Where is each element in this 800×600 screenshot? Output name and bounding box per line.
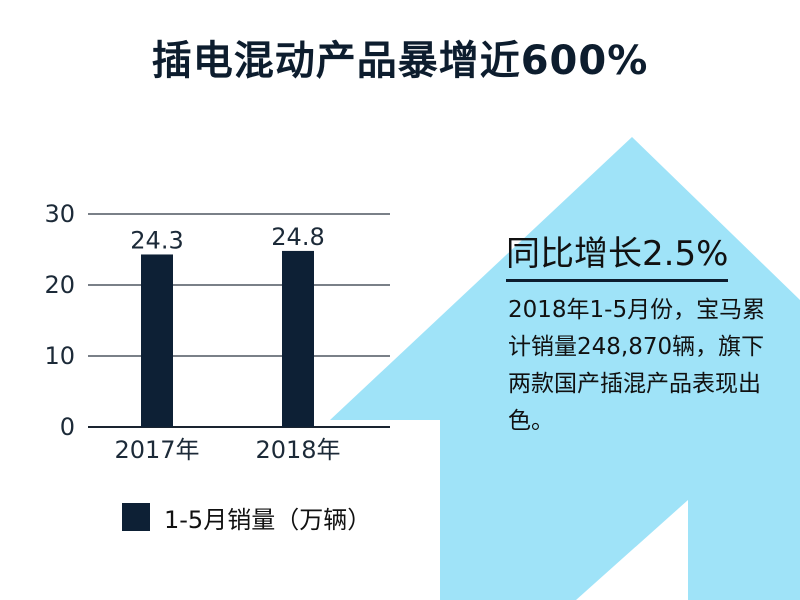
y-tick-label: 30: [44, 200, 75, 228]
y-tick-label: 20: [44, 271, 75, 299]
bar: [282, 250, 314, 427]
y-tick-label: 10: [44, 342, 75, 370]
x-axis-labels: 2017年 2018年: [114, 436, 340, 464]
legend-swatch: [122, 503, 150, 531]
bars: [141, 250, 314, 427]
category-label: 2018年: [255, 436, 340, 464]
data-labels: 24.3 24.8: [130, 223, 324, 255]
grid-lines: [88, 213, 390, 428]
category-label: 2017年: [114, 436, 199, 464]
legend: 1-5月销量（万辆）: [122, 500, 371, 534]
data-label: 24.3: [130, 226, 183, 254]
bar: [141, 254, 173, 427]
y-tick-label: 0: [60, 413, 75, 441]
legend-label: 1-5月销量（万辆）: [164, 505, 372, 534]
page-title: 插电混动产品暴增近600%: [151, 38, 649, 84]
y-axis-ticks: 0 10 20 30: [44, 200, 75, 441]
data-label: 24.8: [271, 223, 324, 251]
growth-headline: 同比增长2.5%: [506, 226, 729, 282]
sales-description: 2018年1-5月份，宝马累计销量248,870辆，旗下两款国产插混产品表现出色…: [508, 297, 766, 434]
arrow-shape: [330, 137, 800, 600]
